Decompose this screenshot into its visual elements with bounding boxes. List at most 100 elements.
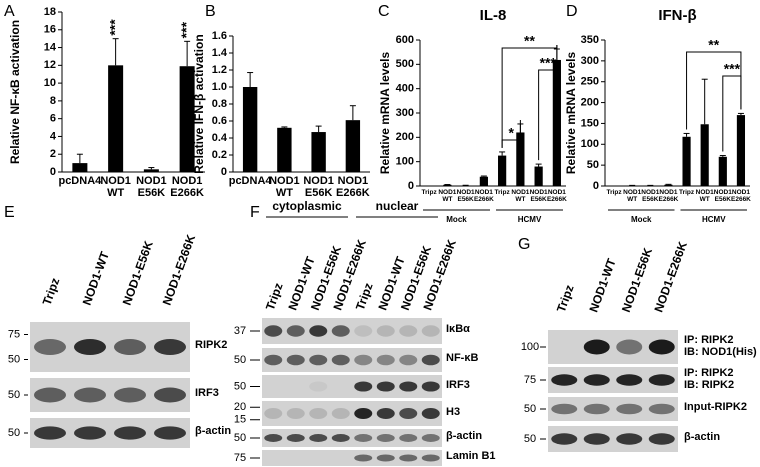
y-tick-label: 0.6 — [212, 115, 227, 127]
lane-label: NOD1-WT — [80, 249, 113, 307]
row-label: β-actin — [195, 425, 232, 437]
band — [399, 325, 418, 337]
bar — [311, 132, 326, 172]
y-tick-label: 200 — [581, 96, 599, 108]
y-tick-label: 350 — [581, 34, 599, 46]
lane-label: NOD1-WT — [586, 256, 619, 314]
band — [648, 374, 675, 386]
panel-letter: B — [205, 3, 216, 20]
panel-letter: G — [518, 236, 530, 253]
y-tick-label: 10 — [44, 77, 56, 89]
x-tick-label: NOD1 E56K — [456, 189, 475, 203]
lane-label: NOD1-E266K — [160, 232, 199, 307]
y-tick-label: 0.2 — [212, 149, 227, 161]
chart-title: IFN-β — [658, 7, 696, 24]
band — [421, 434, 440, 442]
panel-letter: D — [566, 3, 578, 20]
bar — [682, 136, 691, 186]
y-axis-label: Relative IFN-β activation — [192, 34, 206, 173]
x-tick-label: Tripz — [494, 189, 510, 196]
band — [648, 339, 675, 355]
row-label: IRF3 — [195, 387, 219, 399]
band — [286, 325, 305, 337]
significance: *** — [106, 19, 122, 36]
row-label: IRF3 — [446, 378, 470, 391]
x-tick-label: NOD1 E266K — [336, 175, 370, 199]
mw-marker: 15 — [234, 414, 246, 426]
bar — [345, 120, 361, 172]
significance: ** — [708, 37, 719, 53]
bar — [72, 163, 88, 172]
significance: ** — [524, 33, 535, 49]
y-tick-label: 0 — [221, 166, 227, 178]
significance-bracket — [722, 75, 742, 152]
bar — [443, 184, 452, 186]
bar — [143, 169, 159, 172]
bar — [552, 59, 561, 186]
bar — [179, 66, 195, 172]
x-tick-label: NOD1 E266K — [658, 189, 679, 203]
x-tick-label: NOD1 E56K — [303, 175, 334, 199]
panel-letter: C — [378, 3, 390, 20]
band — [264, 408, 283, 419]
panel-letter: F — [250, 204, 260, 221]
group-label: HCMV — [702, 215, 726, 224]
x-tick-label: NOD1 E56K — [641, 189, 660, 203]
band — [551, 403, 578, 415]
lane-label: NOD1-E266K — [651, 239, 690, 314]
blot-strip — [262, 450, 442, 466]
band — [583, 403, 610, 415]
mw-marker: 75 — [524, 374, 536, 386]
fraction-header: cytoplasmic — [272, 199, 342, 213]
band — [74, 339, 106, 355]
band — [309, 381, 328, 392]
bar — [516, 132, 525, 186]
band — [616, 433, 643, 445]
band — [354, 434, 373, 442]
mw-marker: 50 — [8, 427, 20, 439]
band — [421, 454, 440, 462]
band — [264, 434, 283, 442]
lane-label: Tripz — [554, 283, 577, 314]
group-label: Mock — [446, 215, 467, 224]
y-tick-label: 50 — [587, 159, 599, 171]
significance: *** — [724, 61, 741, 77]
y-tick-label: 600 — [396, 34, 414, 46]
y-tick-label: 100 — [581, 138, 599, 150]
y-tick-label: 0 — [408, 180, 414, 192]
significance: *** — [178, 21, 194, 38]
band — [286, 434, 305, 442]
band — [74, 387, 106, 403]
x-tick-label: NOD1 E266K — [170, 175, 204, 199]
y-tick-label: 300 — [581, 55, 599, 67]
y-tick-label: 500 — [396, 58, 414, 70]
band — [264, 325, 283, 337]
bar — [498, 155, 507, 186]
bar — [277, 127, 292, 172]
band — [616, 374, 643, 386]
y-tick-label: 100 — [396, 156, 414, 168]
band — [74, 426, 106, 440]
lane-label: Tripz — [40, 276, 63, 307]
y-axis-label: Relative mRNA levels — [378, 52, 392, 175]
y-tick-label: 200 — [396, 131, 414, 143]
band — [114, 387, 146, 403]
group-label: HCMV — [518, 215, 542, 224]
mw-marker: 50 — [234, 354, 246, 366]
y-tick-label: 300 — [396, 107, 414, 119]
band — [114, 339, 146, 355]
x-tick-label: NOD1 E56K — [529, 189, 548, 203]
y-tick-label: 16 — [44, 24, 56, 36]
band — [376, 325, 395, 337]
band — [399, 408, 418, 419]
significance: * — [509, 125, 515, 141]
row-label: IP: RIPK2 IB: RIPK2 — [684, 367, 735, 391]
x-tick-label: pcDNA4 — [228, 175, 272, 187]
band — [399, 381, 418, 392]
band — [376, 454, 395, 462]
mw-marker: 50 — [234, 432, 246, 444]
row-label: Lamin B1 — [446, 450, 496, 462]
band — [286, 354, 305, 366]
y-axis-label: Relative mRNA levels — [564, 52, 578, 175]
